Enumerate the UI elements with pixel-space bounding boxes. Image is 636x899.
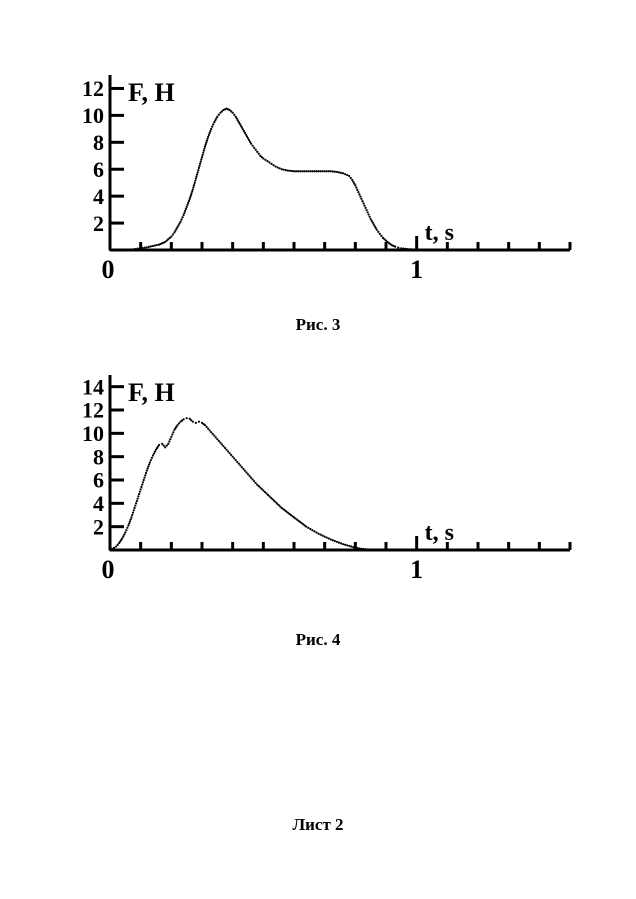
svg-text:2: 2 bbox=[93, 514, 104, 539]
sheet-label: Лист 2 bbox=[0, 815, 636, 835]
svg-text:4: 4 bbox=[93, 491, 104, 516]
svg-text:2: 2 bbox=[93, 211, 104, 236]
page: 1024681012F, Ht, s Рис. 3 102468101214F,… bbox=[0, 0, 636, 899]
svg-text:0: 0 bbox=[102, 555, 115, 580]
svg-text:10: 10 bbox=[82, 421, 104, 446]
svg-text:1: 1 bbox=[410, 555, 423, 580]
svg-text:F, H: F, H bbox=[128, 378, 175, 407]
svg-text:10: 10 bbox=[82, 103, 104, 128]
svg-text:8: 8 bbox=[93, 444, 104, 469]
svg-text:14: 14 bbox=[82, 374, 104, 399]
caption-fig3: Рис. 3 bbox=[0, 315, 636, 335]
chart-fig4: 102468101214F, Ht, s bbox=[55, 370, 575, 585]
svg-text:6: 6 bbox=[93, 157, 104, 182]
svg-text:F, H: F, H bbox=[128, 78, 175, 107]
svg-text:1: 1 bbox=[410, 255, 423, 280]
svg-text:t, s: t, s bbox=[425, 220, 454, 246]
svg-text:6: 6 bbox=[93, 468, 104, 493]
svg-text:4: 4 bbox=[93, 184, 104, 209]
svg-text:12: 12 bbox=[82, 398, 104, 423]
caption-fig4: Рис. 4 bbox=[0, 630, 636, 650]
svg-text:0: 0 bbox=[102, 255, 115, 280]
svg-text:12: 12 bbox=[82, 76, 104, 101]
svg-text:t, s: t, s bbox=[425, 520, 454, 546]
chart-fig3: 1024681012F, Ht, s bbox=[55, 70, 575, 285]
svg-text:8: 8 bbox=[93, 130, 104, 155]
